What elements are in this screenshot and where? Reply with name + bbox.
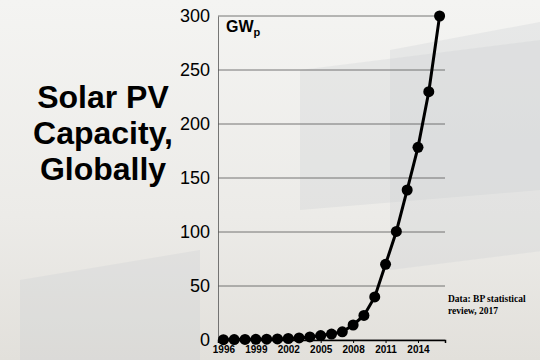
y-tick-label: 50 [190, 276, 210, 296]
y-tick: 100 [180, 222, 218, 242]
data-point [369, 291, 380, 302]
y-axis: 0 50 100 150 200 250 300 [180, 6, 219, 350]
x-tick-mark [386, 340, 387, 343]
data-point [337, 326, 348, 337]
y-axis-label: GWp [226, 18, 261, 38]
data-point [229, 334, 240, 345]
y-tick: 0 [200, 330, 218, 350]
y-tick-label: 300 [180, 6, 210, 26]
data-point [218, 334, 229, 345]
grid [218, 16, 445, 340]
x-tick-label: 2011 [375, 344, 397, 355]
source-note: Data: BP statisticalreview, 2017 [448, 294, 526, 316]
x-tick-label: 2005 [310, 344, 333, 355]
y-tick: 50 [190, 276, 218, 296]
panel-shape [390, 20, 540, 270]
data-point [412, 142, 423, 153]
data-point [272, 333, 283, 344]
data-point [261, 334, 272, 345]
x-tick-label: 1999 [245, 344, 268, 355]
background-panels [20, 20, 540, 360]
x-tick: 2014 [407, 340, 430, 355]
x-tick-mark [418, 340, 419, 343]
data-point [358, 310, 369, 321]
y-tick: 250 [180, 60, 218, 80]
y-tick: 300 [180, 6, 218, 26]
data-point [348, 319, 359, 330]
data-point [315, 330, 326, 341]
grid-line [218, 124, 445, 125]
grid-line [218, 286, 445, 287]
x-tick: 2011 [375, 340, 397, 355]
series [218, 11, 445, 346]
y-axis-line [218, 17, 219, 341]
data-point [304, 331, 315, 342]
data-point [283, 333, 294, 344]
grid-line [218, 16, 445, 17]
data-line [223, 16, 439, 340]
plot: 1996 1999 2002 2005 2008 2011 2014 0 50 100 150 200… [180, 6, 446, 355]
y-tick: 150 [180, 168, 218, 188]
y-tick-label: 0 [200, 330, 210, 350]
y-tick-label: 200 [180, 114, 210, 134]
x-tick: 2008 [342, 340, 365, 355]
chart: 1996 1999 2002 2005 2008 2011 2014 0 50 100 150 200… [0, 0, 540, 360]
grid-line [218, 70, 445, 71]
grid-line [218, 232, 445, 233]
data-point [250, 334, 261, 345]
title: Solar PVCapacity,Globally [33, 79, 173, 187]
data-point [326, 329, 337, 340]
y-tick-label: 100 [180, 222, 210, 242]
data-point [423, 86, 434, 97]
x-tick-label: 2014 [407, 344, 430, 355]
panel-shape [20, 250, 200, 360]
data-point [434, 11, 445, 22]
data-point [391, 226, 402, 237]
x-tick: 2005 [310, 340, 333, 355]
data-point [294, 332, 305, 343]
y-tick: 200 [180, 114, 218, 134]
y-tick-label: 250 [180, 60, 210, 80]
data-point [402, 184, 413, 195]
x-tick-label: 2002 [278, 344, 301, 355]
x-tick-mark [353, 340, 354, 343]
data-point [380, 259, 391, 270]
data-point [240, 334, 251, 345]
x-tick-label: 1996 [213, 344, 236, 355]
y-tick-label: 150 [180, 168, 210, 188]
x-tick-label: 2008 [342, 344, 365, 355]
